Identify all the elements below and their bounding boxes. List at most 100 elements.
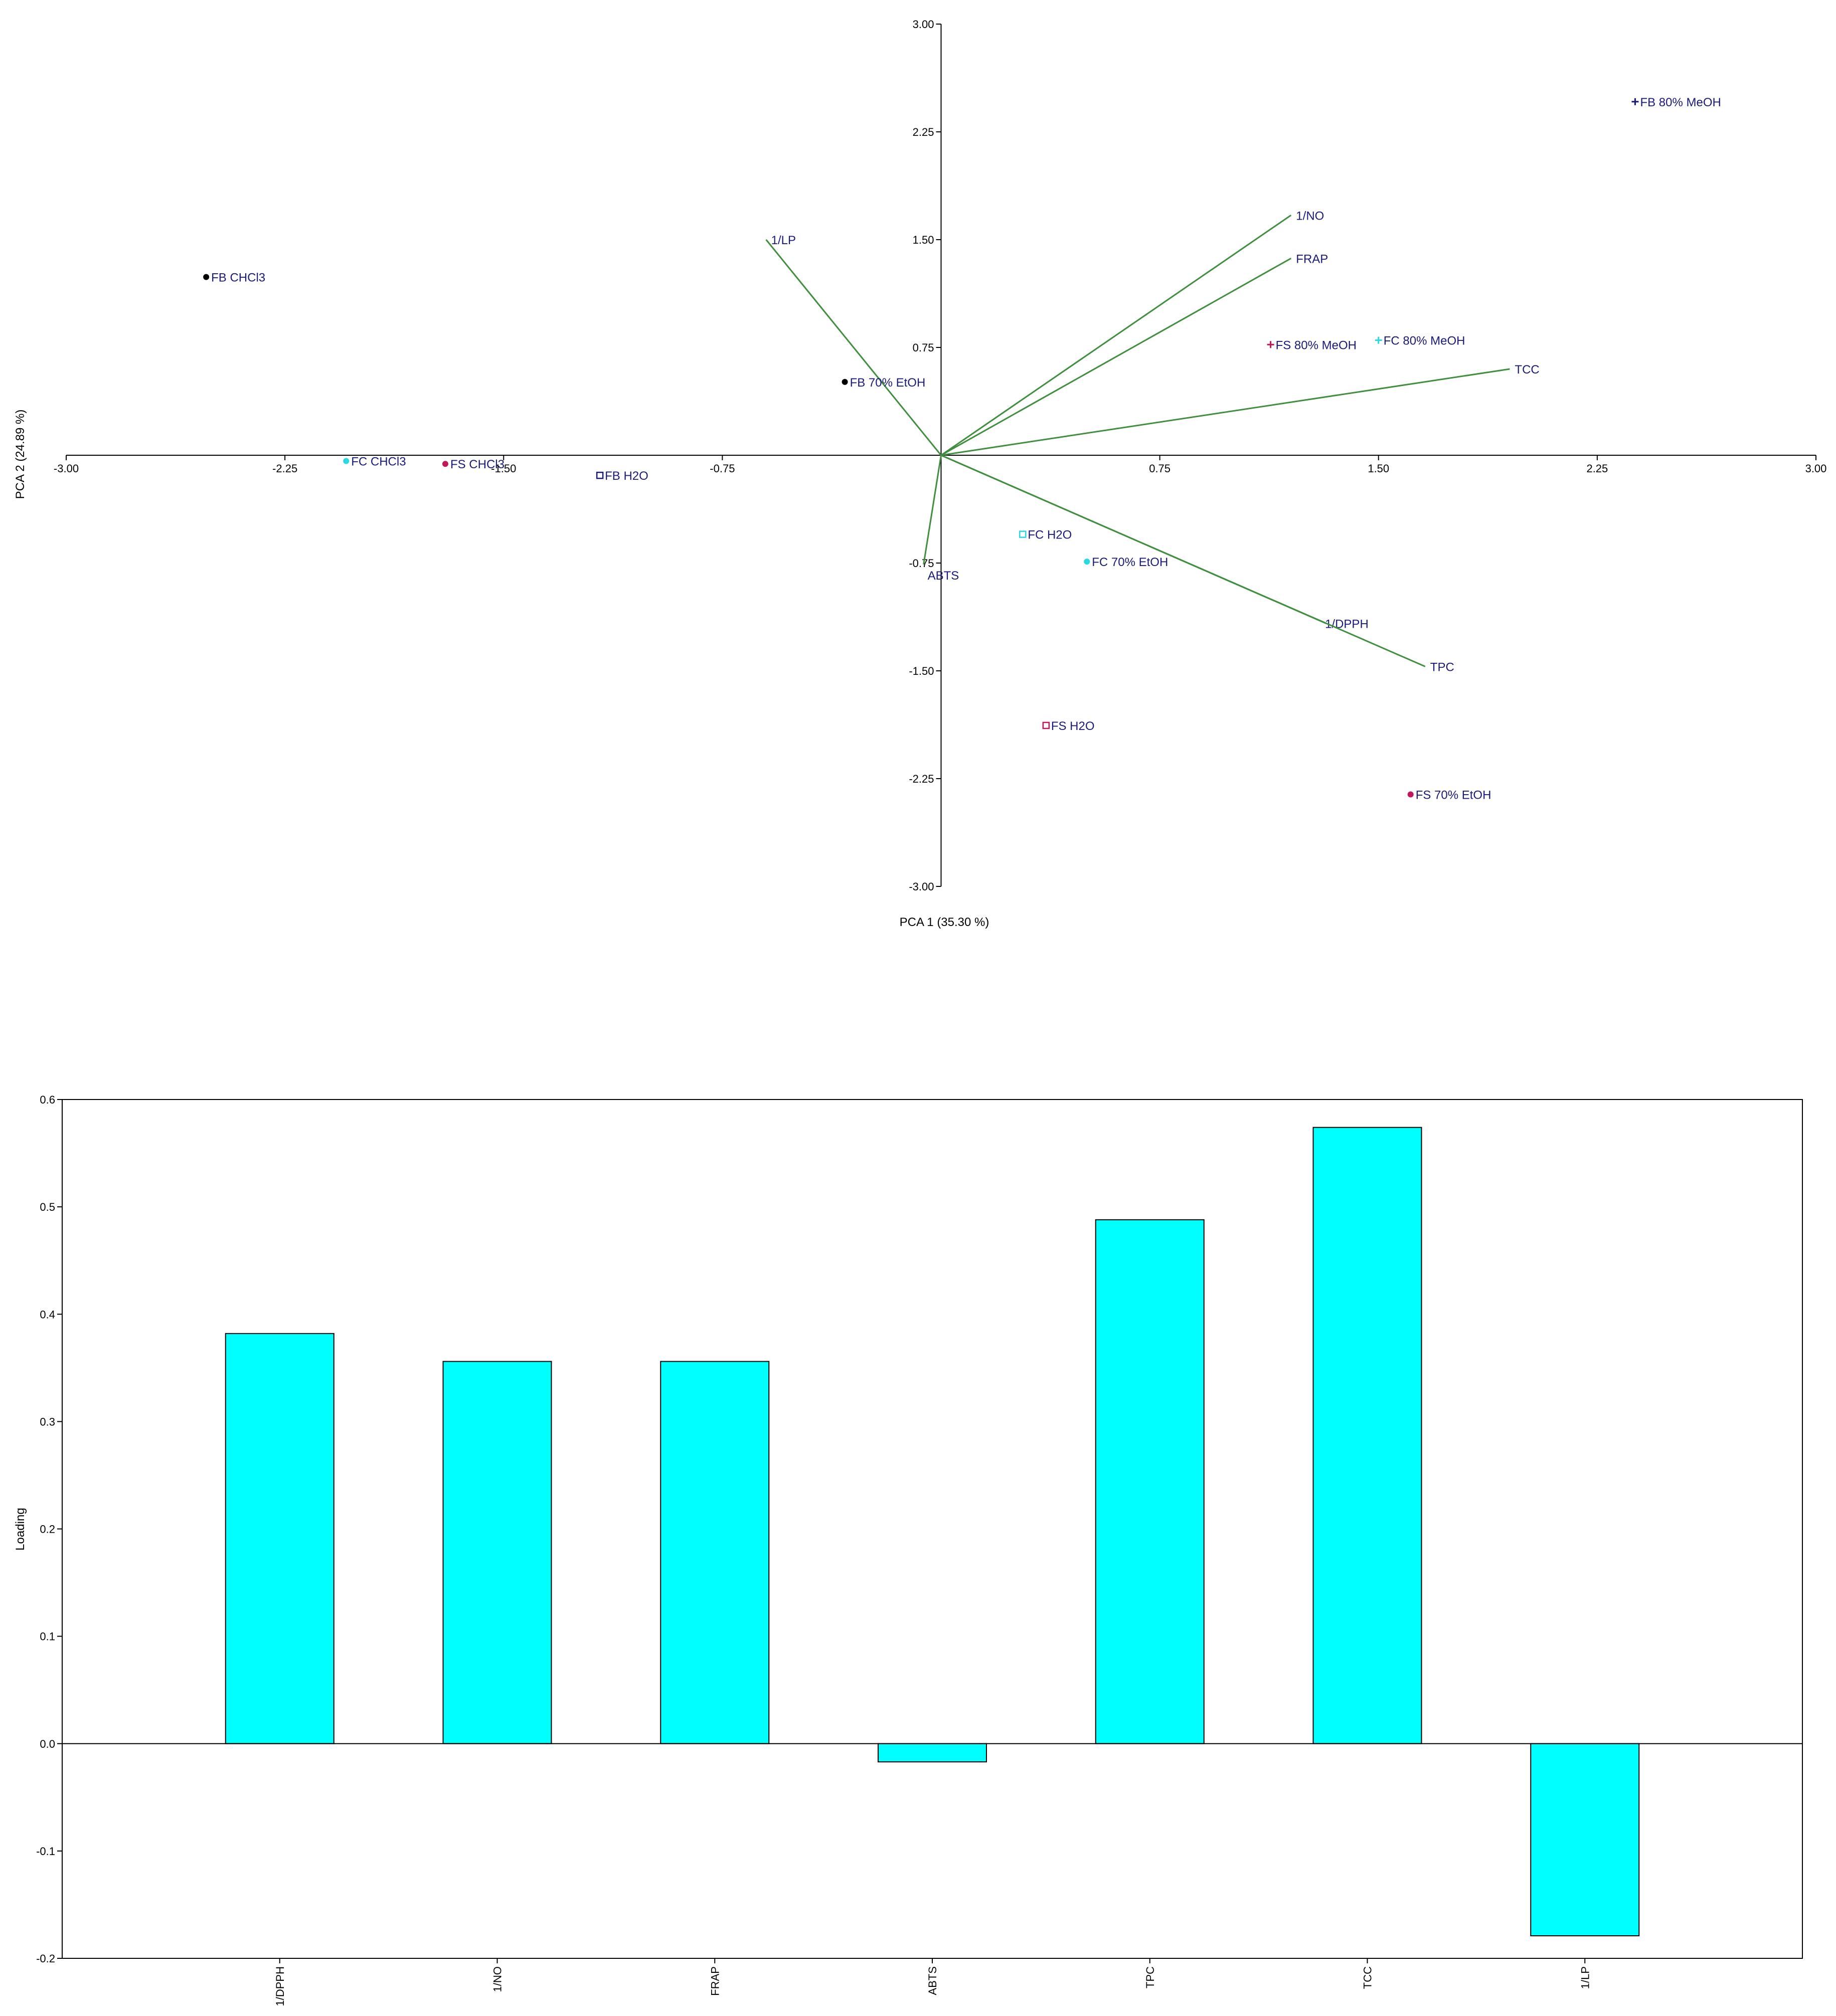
loading-vector — [923, 455, 942, 565]
score-point-label: FB CHCl3 — [211, 271, 265, 285]
score-marker — [1042, 721, 1050, 729]
score-points: FB 80% MeOH FB CHCl3 FB 70% EtOH FB H2O FC C… — [203, 96, 1721, 802]
y-tick-label: 1.50 — [913, 234, 934, 246]
biplot-y-tick-labels: 3.00 2.25 1.50 0.75 -0.75 -1.50 -2.25 -3.00 — [909, 18, 941, 893]
score-marker — [1084, 559, 1090, 565]
biplot-x-tick-labels: -3.00 -2.25 -1.50 -0.75 0.75 1.50 2.25 3.00 — [54, 455, 1826, 475]
score-marker — [1407, 791, 1414, 798]
score-point: FC CHCl3 — [343, 455, 406, 468]
y-tick-label: -1.50 — [909, 665, 934, 677]
pca-biplot: -3.00 -2.25 -1.50 -0.75 0.75 1.50 2.25 3.00 3.0… — [14, 18, 1826, 929]
loading-vector-label: FRAP — [1296, 252, 1328, 266]
score-point: FB 70% EtOH — [842, 376, 926, 390]
x-tick-label: -0.75 — [710, 462, 735, 475]
score-marker — [1631, 98, 1639, 105]
x-tick-label: 2.25 — [1586, 462, 1608, 475]
x-tick-label: 1.50 — [1368, 462, 1389, 475]
score-marker — [203, 274, 210, 280]
score-point-label: FB 70% EtOH — [850, 376, 926, 390]
y-tick-label: 0.3 — [40, 1415, 55, 1428]
bar-frap — [660, 1361, 770, 1744]
score-point-label: FC CHCl3 — [351, 455, 406, 468]
category-label: 1/DPPH — [274, 1966, 286, 2006]
score-marker — [343, 458, 350, 464]
loading-vector — [940, 454, 1426, 667]
score-point: FS 70% EtOH — [1407, 789, 1491, 802]
loading-vector — [765, 239, 942, 456]
score-marker — [596, 471, 604, 479]
bars — [225, 1127, 1640, 1937]
score-marker — [1267, 341, 1274, 348]
bar-tpc — [1095, 1219, 1205, 1744]
loading-vector-label: 1/NO — [1296, 209, 1324, 223]
category-label: 1/NO — [491, 1966, 504, 1992]
score-marker — [442, 461, 448, 467]
score-point: FS CHCl3 — [442, 458, 505, 471]
y-tick-label: -0.75 — [909, 557, 934, 570]
category-label: FRAP — [709, 1966, 721, 1996]
score-point: FB 80% MeOH — [1631, 96, 1721, 109]
biplot-y-axis-label: PCA 2 (24.89 %) — [14, 410, 27, 499]
loading-bar-chart: 0.6 0.5 0.4 0.3 0.2 0.1 0.0 -0.1 -0.2 1/DPPH 1/NO… — [14, 1093, 1803, 2006]
loading-vector-label: TCC — [1515, 363, 1539, 377]
bar-tcc — [1312, 1127, 1422, 1744]
loading-vector-label: 1/DPPH — [1325, 617, 1369, 631]
y-tick-label: 3.00 — [913, 18, 934, 31]
category-label: 1/LP — [1579, 1966, 1591, 1989]
y-tick-label: 0.75 — [913, 341, 934, 354]
x-tick-label: 3.00 — [1805, 462, 1827, 475]
y-tick-label: -3.00 — [909, 880, 934, 893]
bar-category-labels: 1/DPPH 1/NO FRAP ABTS TPC TCC 1/LP — [274, 1958, 1591, 2006]
score-point: FB H2O — [596, 469, 648, 483]
loading-vectors: 1/LP 1/NO FRAP TCC 1/DPPH TPC ABTS — [765, 209, 1540, 674]
bar-abts — [878, 1743, 987, 1763]
biplot-x-axis-label: PCA 1 (35.30 %) — [900, 915, 989, 929]
score-point-label: FB H2O — [605, 469, 648, 483]
category-label: TCC — [1362, 1966, 1374, 1989]
bar-1no — [442, 1361, 552, 1744]
bar-1dpph — [225, 1333, 335, 1744]
score-point-label: FC H2O — [1028, 528, 1072, 542]
y-tick-label: 0.6 — [40, 1093, 55, 1106]
x-tick-label: -1.50 — [491, 462, 516, 475]
x-tick-label: -3.00 — [54, 462, 79, 475]
y-tick-label: 0.2 — [40, 1523, 55, 1536]
y-tick-label: 0.0 — [40, 1738, 55, 1750]
bar-1lp — [1530, 1743, 1640, 1937]
loading-vector — [940, 215, 1292, 456]
score-point-label: FC 70% EtOH — [1092, 556, 1168, 569]
y-tick-label: 0.1 — [40, 1630, 55, 1643]
x-tick-label: 0.75 — [1149, 462, 1171, 475]
category-label: ABTS — [926, 1966, 939, 1995]
loading-vector — [940, 257, 1292, 456]
score-marker — [1375, 336, 1382, 344]
loading-vector-label: ABTS — [928, 569, 959, 583]
score-point: FC 80% MeOH — [1375, 334, 1465, 348]
score-point-label: FS 80% MeOH — [1276, 338, 1357, 352]
y-tick-label: 0.4 — [40, 1308, 55, 1321]
score-point-label: FS H2O — [1051, 719, 1095, 733]
score-point: FC H2O — [1019, 528, 1072, 542]
score-point: FC 70% EtOH — [1084, 556, 1168, 569]
y-tick-label: 2.25 — [913, 126, 934, 138]
score-point: FB CHCl3 — [203, 271, 265, 285]
x-tick-label: -2.25 — [272, 462, 297, 475]
loading-vector-label: 1/LP — [771, 234, 796, 247]
score-point-label: FS 70% EtOH — [1416, 789, 1491, 802]
score-point-label: FC 80% MeOH — [1384, 334, 1465, 348]
score-marker — [842, 379, 848, 385]
category-label: TPC — [1144, 1966, 1156, 1988]
score-point: FS H2O — [1042, 719, 1095, 733]
loading-vector — [941, 368, 1510, 456]
bar-y-tick-labels: 0.6 0.5 0.4 0.3 0.2 0.1 0.0 -0.1 -0.2 — [36, 1093, 62, 1965]
y-tick-label: 0.5 — [40, 1201, 55, 1213]
y-tick-label: -0.2 — [36, 1952, 55, 1965]
score-point-label: FB 80% MeOH — [1640, 96, 1721, 109]
score-marker — [1019, 530, 1027, 538]
loading-vector-label: TPC — [1430, 660, 1454, 674]
score-point-label: FS CHCl3 — [450, 458, 505, 471]
y-tick-label: -2.25 — [909, 773, 934, 785]
score-point: FS 80% MeOH — [1267, 338, 1357, 352]
y-tick-label: -0.1 — [36, 1845, 55, 1858]
bar-y-axis-label: Loading — [14, 1508, 27, 1550]
